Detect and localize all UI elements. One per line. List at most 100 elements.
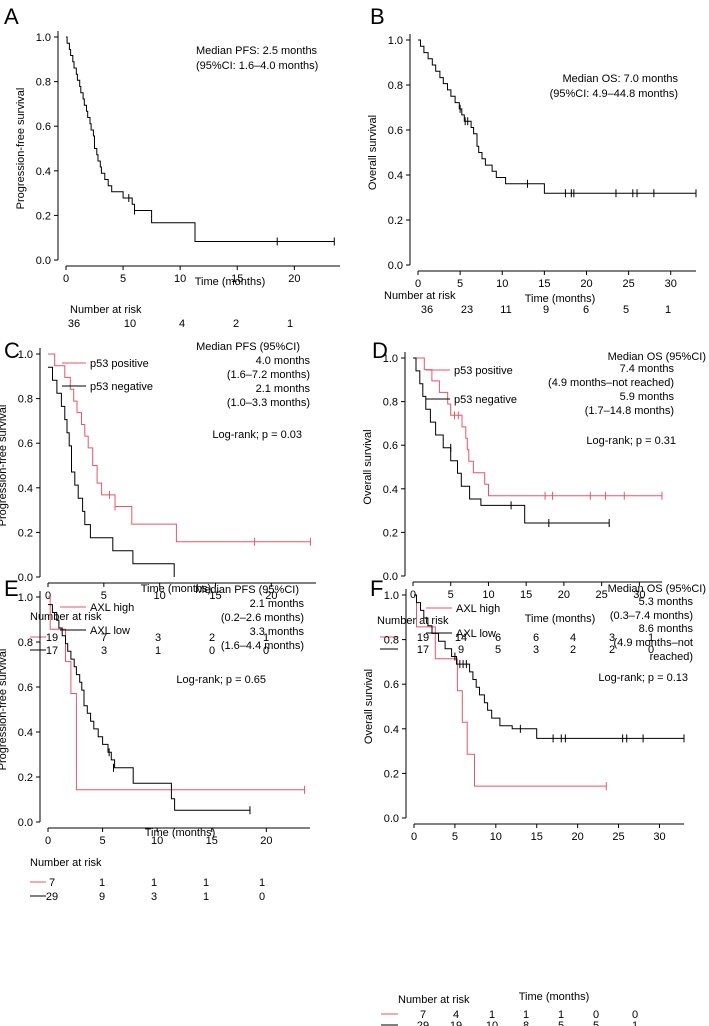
x-tick-label: 5 — [100, 835, 106, 847]
median-info-value: (1.6–4.4 months) — [221, 640, 304, 652]
median-info-value: 4.0 months — [256, 355, 311, 367]
y-tick-label: 0.4 — [36, 166, 51, 178]
y-tick-label: 1.0 — [18, 592, 33, 604]
risk-count: 3 — [533, 644, 539, 656]
risk-count: 4 — [570, 632, 576, 644]
risk-header: Number at risk — [70, 304, 142, 316]
median-info-value: 8.6 months — [639, 623, 694, 635]
risk-count: 9 — [99, 891, 105, 903]
risk-count: 23 — [461, 304, 473, 316]
x-tick-label: 5 — [120, 273, 126, 285]
y-tick-label: 0.4 — [384, 724, 399, 736]
median-info-title: Median PFS (95%CI) — [196, 341, 300, 353]
median-info-value: 2.1 months — [250, 598, 305, 610]
x-tick-label: 20 — [260, 835, 272, 847]
median-info-line: (95%CI: 1.6–4.0 months) — [196, 60, 318, 72]
y-tick-label: 0.8 — [36, 77, 51, 89]
x-tick-label: 10 — [490, 831, 502, 843]
risk-count: 1 — [287, 318, 293, 330]
x-tick-label: 15 — [206, 835, 218, 847]
risk-count: 19 — [450, 1020, 462, 1026]
y-tick-label: 0.4 — [388, 170, 403, 182]
x-axis-title: Time (months) — [519, 991, 590, 1003]
median-info-title: Median OS (95%CI) — [608, 351, 706, 363]
x-tick-label: 10 — [496, 278, 508, 290]
risk-count: 17 — [417, 644, 429, 656]
risk-count: 3 — [609, 632, 615, 644]
median-info-value: (0.2–2.6 months) — [221, 612, 304, 624]
logrank-label: Log-rank; p = 0.31 — [586, 435, 676, 447]
y-tick-label: 0.4 — [383, 484, 398, 496]
risk-count: 1 — [665, 304, 671, 316]
risk-count: 10 — [124, 318, 136, 330]
risk-count: 5 — [558, 1020, 564, 1026]
y-tick-label: 0.6 — [18, 438, 33, 450]
risk-count: 9 — [458, 644, 464, 656]
y-tick-label: 0.2 — [384, 768, 399, 780]
risk-count: 5 — [593, 1020, 599, 1026]
risk-count: 1 — [203, 891, 209, 903]
median-info-line: (95%CI: 4.9–44.8 months) — [550, 88, 678, 100]
y-tick-label: 1.0 — [388, 35, 403, 47]
panel-letter: C — [4, 338, 20, 363]
risk-count: 1 — [99, 877, 105, 889]
x-tick-label: 15 — [231, 273, 243, 285]
y-tick-label: 0.2 — [36, 210, 51, 222]
x-tick-label: 15 — [209, 590, 221, 602]
risk-count: 0 — [593, 1009, 599, 1021]
x-tick-label: 0 — [411, 831, 417, 843]
y-tick-label: 0.8 — [18, 394, 33, 406]
y-tick-label: 0.8 — [384, 635, 399, 647]
x-tick-label: 5 — [101, 590, 107, 602]
median-info-value: (1.6–7.2 months) — [227, 369, 310, 381]
km-curve-axl-low — [414, 594, 684, 739]
x-tick-label: 5 — [452, 831, 458, 843]
legend-label: AXL low — [90, 625, 130, 637]
y-axis-title: Progression-free survival — [0, 405, 9, 527]
median-info-title: Median OS (95%CI) — [608, 583, 706, 595]
risk-count: 5 — [623, 304, 629, 316]
risk-header: Number at risk — [30, 857, 102, 869]
x-tick-label: 0 — [45, 590, 51, 602]
risk-count: 2 — [609, 644, 615, 656]
y-tick-label: 0.2 — [18, 772, 33, 784]
risk-count: 6 — [495, 632, 501, 644]
risk-count: 0 — [259, 891, 265, 903]
y-tick-label: 0.2 — [18, 527, 33, 539]
km-curve-all — [66, 36, 335, 242]
risk-count: 1 — [558, 1009, 564, 1021]
risk-count: 2 — [233, 318, 239, 330]
risk-count: 2 — [209, 632, 215, 644]
km-curve-axl-low — [48, 604, 250, 811]
y-axis-title: Overall survival — [367, 115, 379, 190]
x-axis-title: Time (months) — [141, 583, 212, 595]
y-tick-label: 0.2 — [388, 215, 403, 227]
panel-letter: B — [370, 4, 385, 29]
risk-count: 2 — [570, 644, 576, 656]
y-tick-label: 0.8 — [18, 637, 33, 649]
risk-count: 8 — [523, 1020, 529, 1026]
x-tick-label: 10 — [482, 589, 494, 601]
risk-count: 1 — [259, 877, 265, 889]
legend-label: p53 positive — [454, 365, 513, 377]
km-panel-c: C0.00.20.40.60.81.00 5 10 15 20Progression-f… — [0, 338, 316, 657]
risk-count: 14 — [455, 632, 467, 644]
y-tick-label: 0.8 — [388, 80, 403, 92]
risk-header: Number at risk — [384, 290, 456, 302]
x-tick-label: 5 — [448, 589, 454, 601]
x-tick-label: 0 — [63, 273, 69, 285]
y-tick-label: 0.0 — [36, 255, 51, 267]
y-axis-title: Overall survival — [363, 669, 375, 744]
x-tick-label: 20 — [580, 278, 592, 290]
median-info-value: 5.9 months — [620, 391, 675, 403]
y-tick-label: 0.6 — [384, 679, 399, 691]
logrank-label: Log-rank; p = 0.65 — [176, 674, 266, 686]
y-tick-label: 0.2 — [383, 527, 398, 539]
y-tick-label: 1.0 — [384, 590, 399, 602]
y-tick-label: 0.0 — [18, 817, 33, 829]
km-curve-p53-negative — [413, 357, 610, 524]
